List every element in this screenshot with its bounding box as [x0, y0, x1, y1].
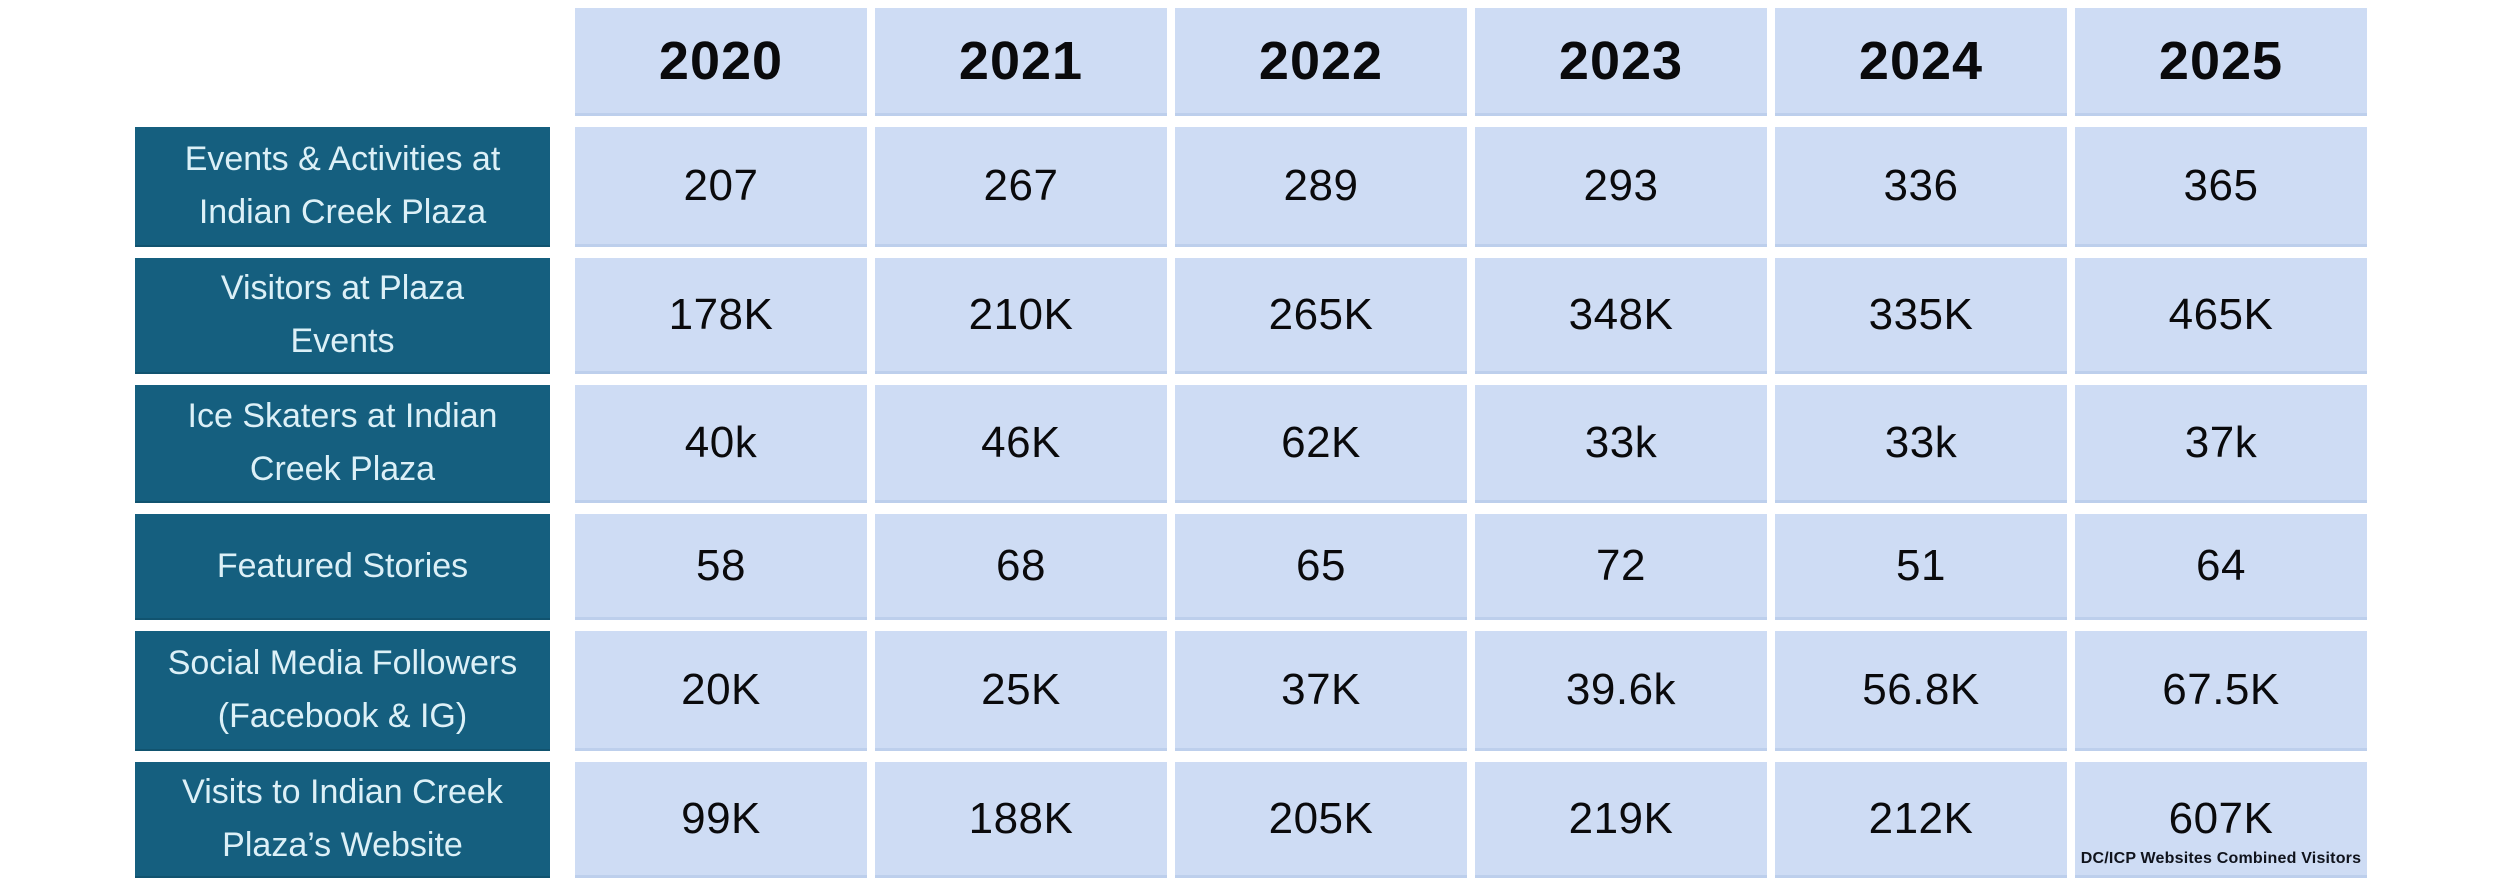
row-header-line: Featured Stories	[216, 546, 469, 585]
table-cell: 365	[2075, 127, 2367, 247]
table-corner-spacer	[135, 8, 567, 116]
column-header-2022: 2022	[1175, 8, 1467, 116]
table-cell: 65	[1175, 514, 1467, 620]
table-cell: 72	[1475, 514, 1767, 620]
table-cell: 39.6k	[1475, 631, 1767, 751]
table-cell: 51	[1775, 514, 2067, 620]
table-cell: 64	[2075, 514, 2367, 620]
row-header-line: Social Media Followers	[167, 644, 518, 683]
table-cell: 289	[1175, 127, 1467, 247]
table-cell: 62K	[1175, 385, 1467, 503]
table-cell: 212K	[1775, 762, 2067, 878]
row-header-line: Ice Skaters at Indian	[187, 397, 498, 436]
table-cell-with-footnote: 607K DC/ICP Websites Combined Visitors	[2075, 762, 2367, 878]
table-cell: 210K	[875, 258, 1167, 374]
table-cell: 465K	[2075, 258, 2367, 374]
table-cell: 335K	[1775, 258, 2067, 374]
column-header-2020: 2020	[575, 8, 867, 116]
row-header-line: Creek Plaza	[249, 450, 436, 488]
table-cell: 37K	[1175, 631, 1467, 751]
column-header-2025: 2025	[2075, 8, 2367, 116]
table-cell: 56.8K	[1775, 631, 2067, 751]
row-header-line: Visitors at Plaza	[220, 269, 465, 308]
table-cell: 25K	[875, 631, 1167, 751]
table-cell: 207	[575, 127, 867, 247]
table-footnote: DC/ICP Websites Combined Visitors	[2080, 850, 2362, 867]
row-header-social-followers: Social Media Followers (Facebook & IG)	[135, 631, 550, 751]
table-cell: 178K	[575, 258, 867, 374]
row-header-line: Indian Creek Plaza	[198, 193, 487, 231]
table-cell: 219K	[1475, 762, 1767, 878]
row-header-events-activities: Events & Activities at Indian Creek Plaz…	[135, 127, 550, 247]
row-header-plaza-visitors: Visitors at Plaza Events	[135, 258, 550, 374]
row-header-ice-skaters: Ice Skaters at Indian Creek Plaza	[135, 385, 550, 503]
cell-value: 607K	[2168, 793, 2274, 843]
row-header-website-visits: Visits to Indian Creek Plaza’s Website	[135, 762, 550, 878]
table-cell: 20K	[575, 631, 867, 751]
table-cell: 58	[575, 514, 867, 620]
row-header-line: Plaza’s Website	[222, 826, 463, 864]
table-cell: 267	[875, 127, 1167, 247]
column-header-2023: 2023	[1475, 8, 1767, 116]
table-cell: 348K	[1475, 258, 1767, 374]
table-cell: 68	[875, 514, 1167, 620]
table-cell: 99K	[575, 762, 867, 878]
stats-table: 2020 2021 2022 2023 2024 2025 Events & A…	[135, 8, 2367, 878]
row-header-line: Visits to Indian Creek	[182, 773, 503, 812]
table-cell: 293	[1475, 127, 1767, 247]
table-cell: 40k	[575, 385, 867, 503]
table-cell: 336	[1775, 127, 2067, 247]
table-cell: 188K	[875, 762, 1167, 878]
table-cell: 67.5K	[2075, 631, 2367, 751]
row-header-featured-stories: Featured Stories	[135, 514, 550, 620]
column-header-2024: 2024	[1775, 8, 2067, 116]
table-cell: 265K	[1175, 258, 1467, 374]
row-header-line: Events	[290, 322, 395, 360]
row-header-line: Events & Activities at	[184, 140, 501, 179]
table-cell: 205K	[1175, 762, 1467, 878]
table-cell: 46K	[875, 385, 1167, 503]
table-cell: 33k	[1775, 385, 2067, 503]
table-cell: 37k	[2075, 385, 2367, 503]
column-header-2021: 2021	[875, 8, 1167, 116]
row-header-line: (Facebook & IG)	[217, 697, 468, 735]
table-cell: 33k	[1475, 385, 1767, 503]
